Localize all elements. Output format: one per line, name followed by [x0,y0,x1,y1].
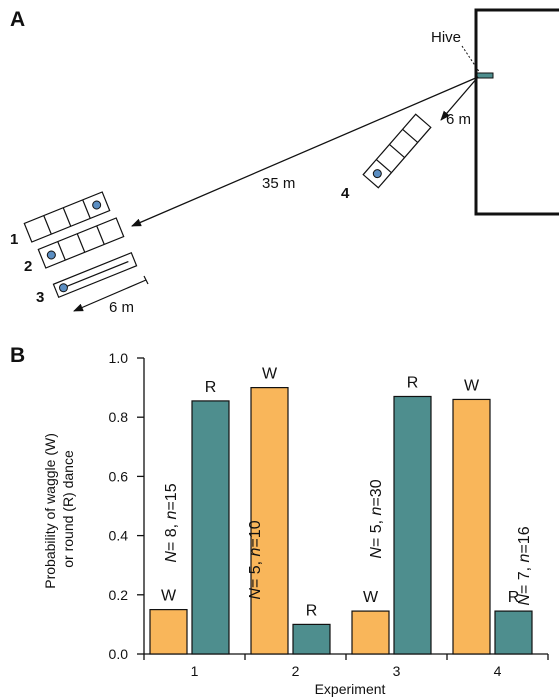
y-axis-title-line-2: or round (R) dance [60,450,76,568]
tunnel-1 [23,191,111,243]
tunnel-3-number: 3 [36,289,44,306]
tunnel-4-number: 4 [341,185,350,202]
distance-6m-label: 6 m [446,111,471,128]
bars [149,387,533,655]
panel-b: B 0.0 0.2 0.4 0.6 0.8 1.0 1 2 3 4 W W W W R R R R N= 8,… [10,344,549,697]
sample-label-exp-3: N= 5, n=30 [368,479,385,558]
bar-letter-w: W [464,377,480,394]
hive-building [474,8,559,216]
bar-letter-r: R [205,379,217,396]
bar-w-exp-2 [250,387,289,655]
bar-w-exp-3 [351,610,390,655]
tunnel-2-number: 2 [24,258,32,275]
feeder-2 [46,250,56,260]
hive-entrance [476,72,494,79]
x-tick-label: 4 [494,663,502,679]
sample-labels: N= 8, n=15 N= 5, n=10 N= 5, n=30 N= 7, n=16 [163,479,533,605]
bar-letter-r: R [508,589,520,606]
bar-letters: W W W W R R R R [161,366,519,620]
bar-letter-r: R [407,374,419,391]
y-tick-label: 0.6 [109,468,129,484]
bar-letter-w: W [363,589,379,606]
bar-letter-w: W [262,366,278,383]
tunnel-4 [362,113,432,189]
feeder-3 [58,283,68,293]
hive-label: Hive [431,29,461,46]
bar-w-exp-4 [452,398,491,655]
distance-35m-label: 35 m [262,175,295,192]
x-tick-label: 1 [191,663,199,679]
y-tick-label: 0.2 [109,587,129,603]
sample-label-exp-1: N= 8, n=15 [163,483,180,562]
tunnel-2 [37,217,125,269]
feeder-1 [92,200,102,210]
tunnel-scale-arrow [73,279,147,312]
y-axis: 0.0 0.2 0.4 0.6 0.8 1.0 [109,350,145,662]
x-tick-label: 2 [292,663,300,679]
x-tick-label: 3 [393,663,401,679]
y-axis-title-line-1: Probability of waggle (W) [42,433,58,589]
bar-r-exp-4 [494,610,533,655]
panel-a-letter: A [10,8,25,31]
bar-w-exp-1 [149,608,188,655]
tunnel-scale-tick [143,275,149,285]
bar-letter-r: R [306,602,318,619]
y-axis-title: Probability of waggle (W) or round (R) d… [42,429,76,589]
y-tick-label: 0.0 [109,646,129,662]
route-arrow-6m [440,76,479,121]
x-axis: 1 2 3 4 [143,653,549,679]
y-tick-label: 0.8 [109,409,129,425]
bar-letter-w: W [161,588,177,605]
hive-label-leader [461,45,481,74]
x-axis-title: Experiment [315,681,386,697]
bar-r-exp-3 [393,395,432,655]
tunnel-1-number: 1 [10,231,18,248]
bar-r-exp-1 [191,400,230,655]
tunnel-length-label: 6 m [109,299,134,316]
panel-a: A Hive 35 m 6 m 4 1 [10,8,559,316]
route-arrow-35m [131,76,479,227]
tunnel-3 [52,251,138,299]
sample-label-exp-4: N= 7, n=16 [516,526,533,605]
y-tick-label: 0.4 [109,528,129,544]
y-tick-label: 1.0 [109,350,129,366]
sample-label-exp-2: N= 5, n=10 [247,520,264,599]
feeder-4 [372,169,382,179]
panel-b-letter: B [10,344,25,367]
bar-r-exp-2 [292,623,331,655]
